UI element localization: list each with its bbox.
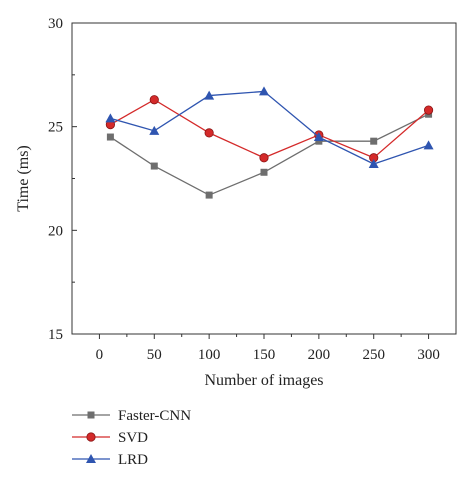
data-point: [423, 140, 434, 150]
data-point: [204, 90, 215, 100]
y-tick-label: 25: [48, 120, 63, 136]
data-point: [423, 105, 434, 115]
x-axis: 0 50 100 150 200 250 300: [96, 334, 440, 363]
plot-frame: [71, 22, 457, 335]
legend-marker: [86, 454, 96, 463]
data-point: [259, 153, 269, 163]
y-axis: 15 20 25 30: [48, 16, 77, 343]
data-point: [315, 137, 323, 145]
legend-item: SVD: [72, 430, 148, 446]
legend-marker: [86, 432, 96, 442]
data-point: [106, 133, 114, 141]
series-lrd: [105, 86, 434, 168]
legend: Faster-CNN SVD LRD: [72, 408, 191, 468]
x-tick-label: 200: [308, 347, 331, 363]
y-tick-label: 20: [48, 223, 63, 239]
series-layer: [105, 86, 434, 199]
legend-item: Faster-CNN: [72, 408, 191, 424]
y-tick-label: 15: [48, 327, 63, 343]
data-point: [260, 168, 268, 176]
x-tick-label: 150: [253, 347, 276, 363]
series-line: [110, 113, 429, 196]
y-tick-label: 30: [48, 16, 63, 32]
legend-marker: [87, 411, 95, 419]
data-point: [149, 125, 160, 135]
y-axis-title: Time (ms): [15, 145, 32, 212]
x-tick-label: 300: [417, 347, 440, 363]
data-point: [105, 113, 116, 123]
legend-label: Faster-CNN: [118, 408, 191, 424]
legend-item: LRD: [72, 452, 148, 468]
x-tick-label: 100: [198, 347, 221, 363]
data-point: [368, 158, 379, 168]
legend-label: SVD: [118, 430, 148, 446]
data-point: [149, 95, 159, 105]
data-point: [205, 191, 213, 199]
data-point: [313, 132, 324, 142]
series-faster-cnn: [106, 110, 433, 199]
series-svd: [105, 95, 434, 163]
x-tick-label: 0: [96, 347, 104, 363]
data-point: [259, 86, 269, 96]
legend-label: LRD: [118, 452, 148, 468]
data-point: [204, 128, 214, 138]
x-tick-label: 50: [147, 347, 162, 363]
x-tick-label: 250: [362, 347, 385, 363]
data-point: [150, 162, 158, 170]
data-point: [370, 137, 378, 145]
x-axis-title: Number of images: [204, 372, 323, 389]
